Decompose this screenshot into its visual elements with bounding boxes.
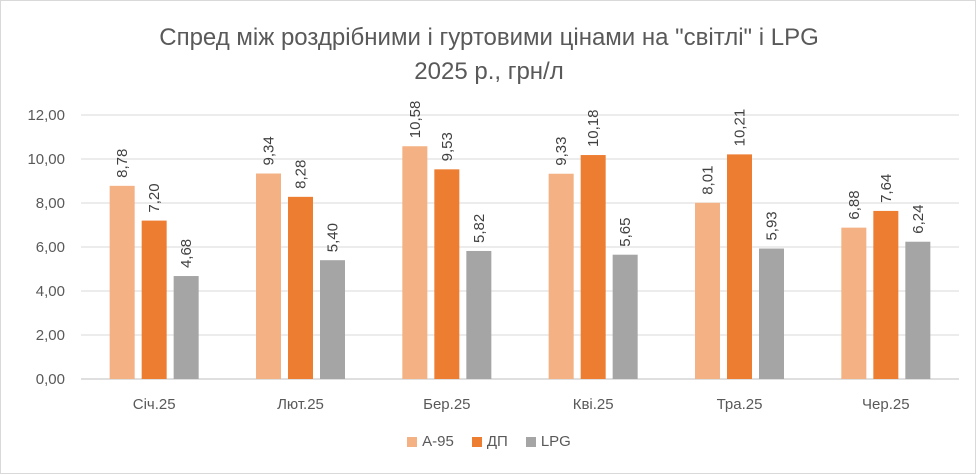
bar [141,220,167,379]
data-label: 5,82 [471,214,488,243]
bar [109,185,135,379]
chart-legend: А-95 ДП LPG [1,433,976,450]
data-label: 6,24 [910,205,927,234]
bar [434,169,460,379]
data-label: 9,53 [439,132,456,161]
bar [466,250,492,379]
bar [580,155,606,379]
bar [727,154,752,379]
data-label: 10,18 [585,109,602,147]
bar [288,196,313,379]
bar [759,248,784,379]
legend-swatch [471,436,482,447]
legend-label: ДП [486,433,508,450]
data-labels: 8,78 7,20 4,68 9,34 8,28 5,40 10,58 9,53 5,82 9,3… [114,101,927,268]
y-tick-label: 4,00 [36,283,65,300]
x-category-label: Чер.25 [862,396,910,413]
legend-label: LPG [540,433,571,450]
bar [695,202,720,379]
data-label: 9,34 [261,136,278,165]
chart-title: Спред між роздрібними і гуртовими цінами… [1,21,976,89]
data-label: 8,01 [700,166,717,195]
bar [873,210,899,379]
data-label: 5,40 [325,223,342,252]
bars [109,146,931,379]
y-tick-label: 10,00 [27,151,65,168]
y-tick-label: 8,00 [36,195,65,212]
data-label: 7,20 [146,183,163,212]
data-label: 6,88 [846,190,863,219]
legend-swatch [407,436,418,447]
bar [256,173,281,379]
data-label: 4,68 [178,239,195,268]
x-category-label: Бер.25 [423,396,470,413]
bar [320,260,345,379]
legend-item: А-95 [407,433,454,450]
y-tick-label: 6,00 [36,239,65,256]
chart-subtitle: 2025 р., грн/л [414,58,564,85]
data-label: 10,21 [732,109,749,147]
bar [612,254,638,379]
x-category-label: Кві.25 [573,396,614,413]
bar [841,227,867,379]
bar [402,146,428,379]
x-category-label: Січ.25 [133,396,176,413]
x-category-label: Лют.25 [277,396,324,413]
bar [548,173,574,379]
legend-label: А-95 [422,433,454,450]
data-label: 5,93 [764,211,781,240]
data-label: 8,28 [293,160,310,189]
bar [905,241,931,379]
data-label: 7,64 [878,174,895,203]
chart-title-line: Спред між роздрібними і гуртовими цінами… [159,24,819,51]
bar [173,276,199,379]
gridlines [81,114,959,380]
legend-swatch [525,436,536,447]
y-axis-ticks: 0,00 2,00 4,00 6,00 8,00 10,00 12,00 [27,107,65,388]
x-axis-categories: Січ.25 Лют.25 Бер.25 Кві.25 Тра.25 Чер.25 [133,396,910,413]
data-label: 5,65 [617,217,634,246]
legend-item: ДП [471,433,508,450]
legend-item: LPG [525,433,571,450]
y-tick-label: 12,00 [27,107,65,124]
x-category-label: Тра.25 [717,396,763,413]
data-label: 10,58 [407,101,424,139]
data-label: 9,33 [553,137,570,166]
data-label: 8,78 [114,149,131,178]
y-tick-label: 0,00 [36,371,65,388]
y-tick-label: 2,00 [36,327,65,344]
